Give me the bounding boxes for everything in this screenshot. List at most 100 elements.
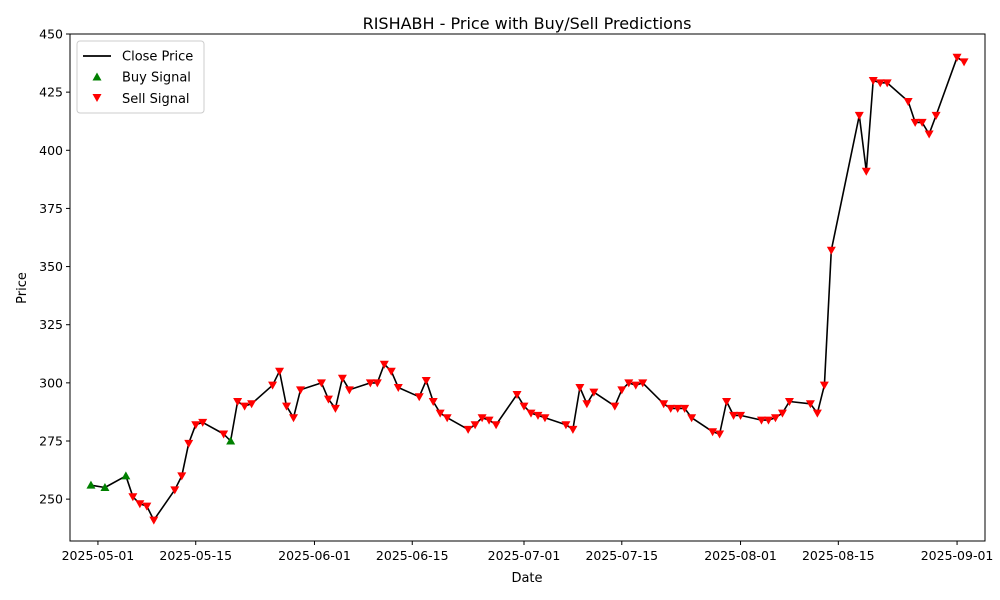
sell-signal-marker xyxy=(330,404,340,413)
legend-buy-signal-marker xyxy=(92,72,102,81)
sell-signal-marker xyxy=(414,393,424,402)
y-tick-label: 425 xyxy=(39,85,63,100)
legend-buy-signal-label: Buy Signal xyxy=(122,71,191,86)
sell-signal-marker xyxy=(868,77,878,86)
sell-signal-marker xyxy=(219,430,229,439)
sell-signal-marker xyxy=(184,439,194,448)
sell-signal-marker xyxy=(777,409,787,418)
sell-signal-marker xyxy=(917,118,927,127)
sell-signal-marker xyxy=(386,367,396,376)
sell-signal-marker xyxy=(819,381,829,390)
sell-signal-marker xyxy=(323,395,333,404)
sell-signal-marker xyxy=(149,516,159,525)
sell-signal-marker xyxy=(729,411,739,420)
sell-signal-marker xyxy=(344,386,354,395)
sell-signal-marker xyxy=(756,416,766,425)
sell-signal-marker xyxy=(882,79,892,88)
x-tick-label: 2025-05-15 xyxy=(159,548,232,563)
legend: Close Price Buy Signal Sell Signal xyxy=(76,40,205,114)
y-tick-label: 450 xyxy=(39,27,63,42)
x-tick-label: 2025-07-15 xyxy=(585,548,658,563)
sell-signal-marker xyxy=(617,386,627,395)
sell-signal-marker xyxy=(812,409,822,418)
legend-sell-signal-label: Sell Signal xyxy=(122,92,190,107)
x-tick-label: 2025-05-01 xyxy=(62,548,135,563)
sell-signal-marker xyxy=(233,397,243,406)
sell-signal-marker xyxy=(477,414,487,423)
buy-signal-marker xyxy=(100,483,110,492)
sell-signal-marker xyxy=(533,411,543,420)
sell-signal-marker xyxy=(365,379,375,388)
chart-title: RISHABH - Price with Buy/Sell Prediction… xyxy=(363,14,692,33)
sell-signal-marker xyxy=(421,377,431,386)
sell-signal-marker xyxy=(247,400,257,409)
sell-signal-marker xyxy=(463,425,473,434)
sell-signal-marker xyxy=(289,414,299,423)
sell-signal-marker xyxy=(931,111,941,120)
y-tick-label: 275 xyxy=(39,433,63,448)
y-tick-label: 325 xyxy=(39,317,63,332)
sell-signal-marker xyxy=(959,58,969,67)
sell-signal-marker xyxy=(631,381,641,390)
sell-signal-marker xyxy=(275,367,285,376)
sell-signal-marker xyxy=(198,418,208,427)
sell-signal-marker xyxy=(722,397,732,406)
sell-signal-marker xyxy=(442,414,452,423)
sell-signal-marker xyxy=(470,421,480,430)
sell-signal-marker xyxy=(379,360,389,369)
x-axis-label: Date xyxy=(511,571,542,586)
sell-signal-marker xyxy=(575,384,585,393)
sell-signal-marker xyxy=(903,97,913,106)
x-tick-label: 2025-06-01 xyxy=(278,548,351,563)
legend-box xyxy=(76,40,205,114)
sell-signal-marker xyxy=(526,409,536,418)
sell-signal-marker xyxy=(295,386,305,395)
sell-signal-marker xyxy=(316,379,326,388)
x-tick-label: 2025-06-15 xyxy=(376,548,449,563)
sell-signal-marker xyxy=(708,428,718,437)
sell-signal-marker xyxy=(638,379,648,388)
sell-signal-marker xyxy=(491,421,501,430)
buy-signal-marker xyxy=(121,471,131,480)
sell-signal-marker xyxy=(240,402,250,411)
plot-frame xyxy=(69,33,986,542)
sell-signal-marker xyxy=(910,118,920,127)
buy-signal-marker xyxy=(226,436,236,445)
y-tick-label: 300 xyxy=(39,375,63,390)
plot-area xyxy=(86,53,969,525)
sell-signal-marker xyxy=(484,416,494,425)
sell-signal-marker xyxy=(435,409,445,418)
sell-signal-marker xyxy=(582,400,592,409)
x-axis: 2025-05-01 2025-05-15 2025-06-01 2025-06-15… xyxy=(62,541,994,563)
sell-signal-marker xyxy=(589,388,599,397)
x-tick-label: 2025-09-01 xyxy=(921,548,994,563)
sell-signal-marker xyxy=(282,402,292,411)
sell-signal-marker xyxy=(561,421,571,430)
sell-signal-marker xyxy=(666,404,676,413)
sell-signal-marker xyxy=(763,416,773,425)
sell-signal-marker xyxy=(519,402,529,411)
sell-signal-marker xyxy=(142,502,152,511)
sell-signal-marker xyxy=(177,472,187,481)
sell-signal-marker xyxy=(568,425,578,434)
sell-signal-marker xyxy=(715,430,725,439)
sell-signal-marker xyxy=(191,421,201,430)
sell-signal-marker xyxy=(673,404,683,413)
sell-signal-marker xyxy=(805,400,815,409)
legend-sell-signal-marker xyxy=(92,94,102,102)
y-tick-label: 350 xyxy=(39,259,63,274)
sell-signal-marker xyxy=(770,414,780,423)
x-tick-label: 2025-08-01 xyxy=(704,548,777,563)
sell-signal-marker xyxy=(736,411,746,420)
sell-signal-marker xyxy=(372,379,382,388)
sell-signal-marker xyxy=(135,500,145,509)
sell-signal-marker xyxy=(268,381,278,390)
sell-signal-marker xyxy=(861,167,871,176)
sell-signal-marker xyxy=(624,379,634,388)
y-tick-label: 375 xyxy=(39,201,63,216)
legend-close-price-label: Close Price xyxy=(122,50,193,65)
sell-signal-marker xyxy=(610,402,620,411)
sell-signal-marker xyxy=(687,414,697,423)
sell-signal-marker xyxy=(512,390,522,399)
